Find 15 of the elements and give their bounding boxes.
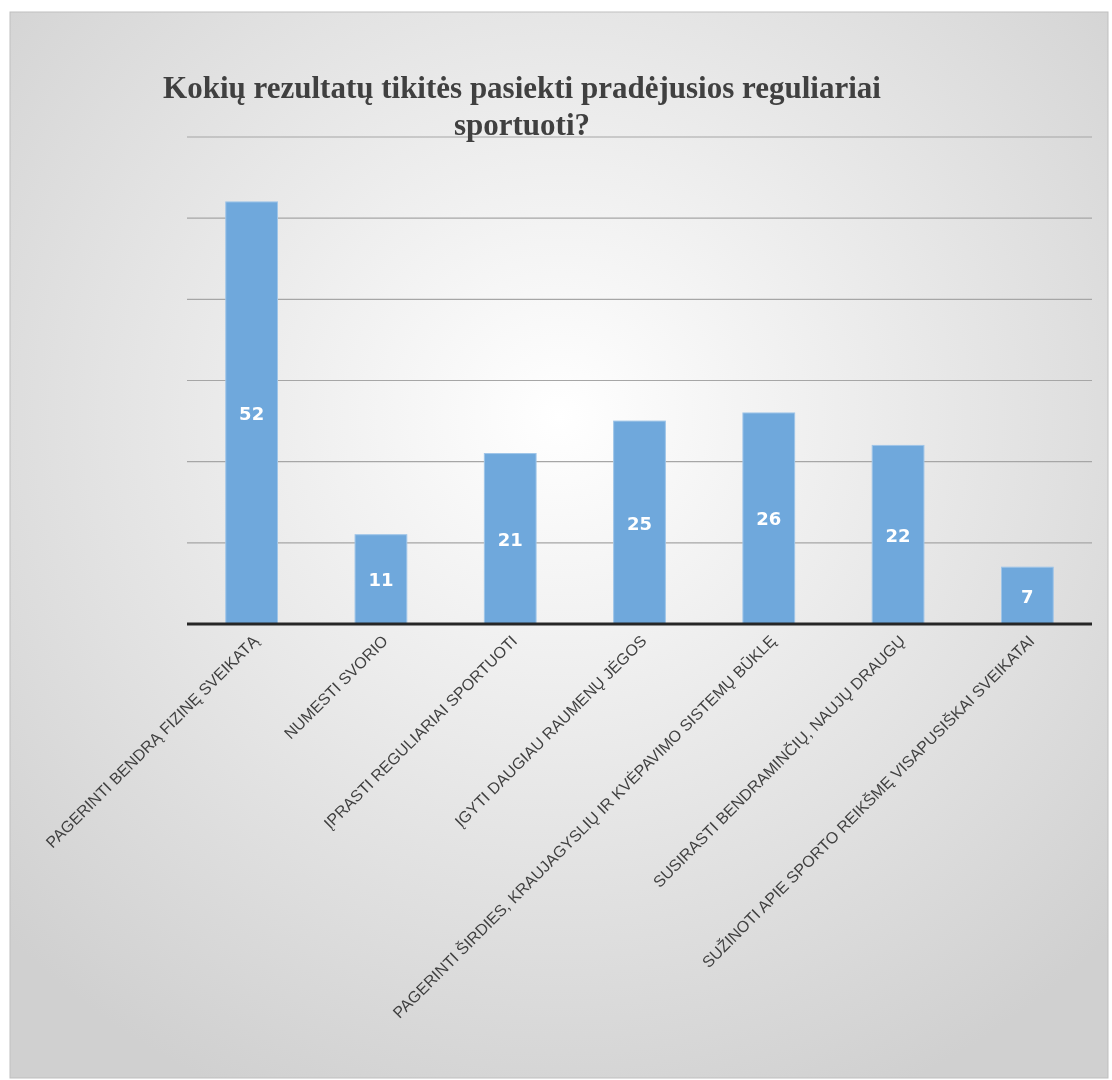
bar	[225, 201, 278, 625]
bar	[613, 420, 666, 625]
data-label: 11	[368, 569, 394, 591]
chart-title: Kokių rezultatų tikitės pasiekti pradėjusios reguliariai sportuoti?	[163, 70, 882, 142]
bar	[871, 444, 925, 625]
bar	[1001, 566, 1054, 625]
bar	[483, 453, 537, 625]
bar	[742, 412, 796, 625]
bar	[354, 534, 408, 625]
data-label: 21	[497, 528, 523, 550]
data-label: 26	[756, 508, 782, 530]
data-label: 7	[1021, 585, 1034, 607]
data-label: 52	[239, 402, 265, 424]
data-label: 22	[885, 524, 911, 546]
data-label: 25	[626, 512, 653, 534]
